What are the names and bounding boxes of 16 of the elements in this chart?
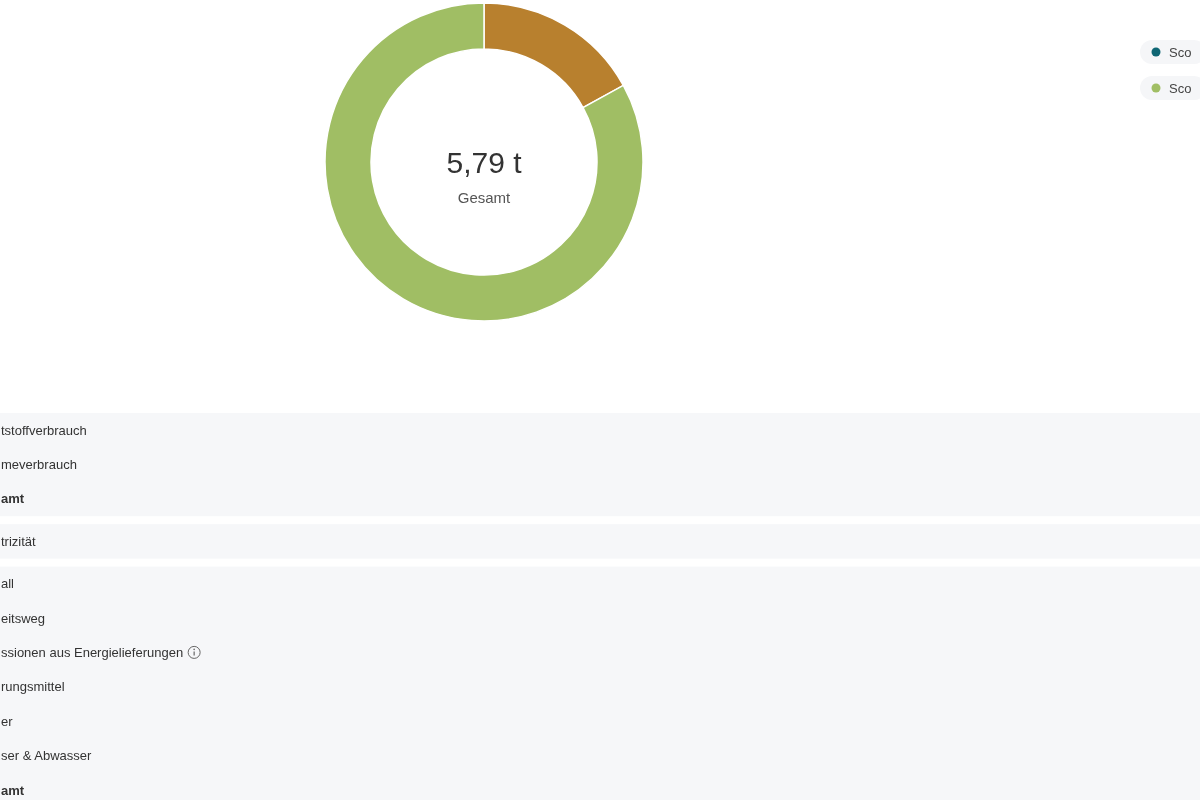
text: eitsweg xyxy=(1,610,46,626)
text: Gesamt xyxy=(457,189,512,206)
text: trizität xyxy=(1,533,37,549)
text: all xyxy=(1,576,15,592)
text: rungsmittel xyxy=(1,679,65,695)
donut-slice xyxy=(324,2,644,322)
text: ser & Abwasser xyxy=(1,748,92,764)
text: ssionen aus Energielieferungen xyxy=(1,644,184,660)
text: meverbrauch xyxy=(1,456,77,472)
text: er xyxy=(1,713,14,729)
text: tstoffverbrauch xyxy=(1,422,87,438)
text: amt xyxy=(1,782,25,798)
legend-label: Sco xyxy=(1169,80,1192,96)
text: amt xyxy=(1,491,25,507)
text: 5,79 t xyxy=(446,146,523,179)
legend-label: Sco xyxy=(1169,44,1192,60)
